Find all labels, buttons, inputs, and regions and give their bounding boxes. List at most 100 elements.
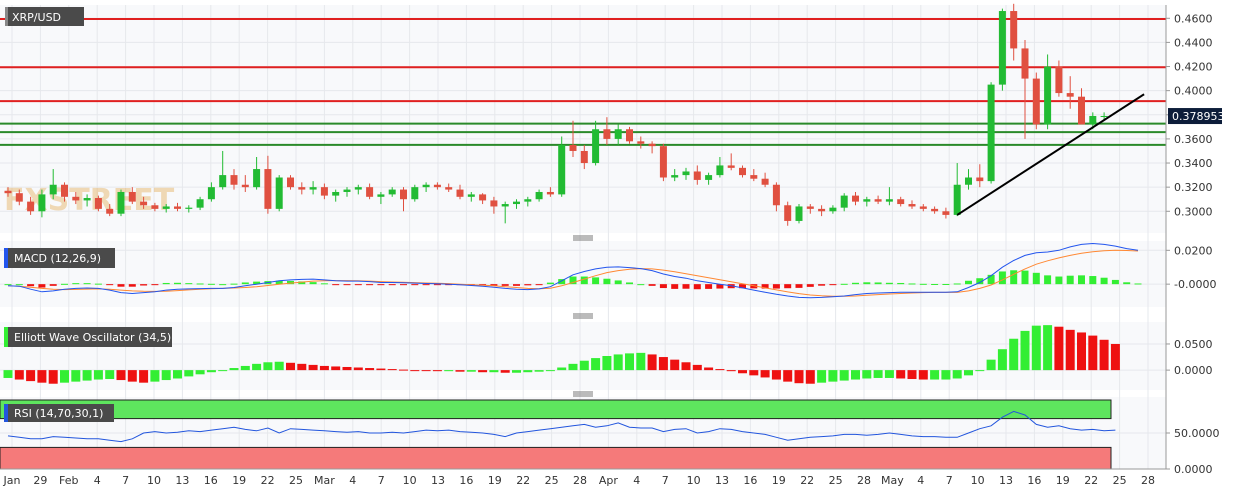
watermark: FXSTREET	[4, 183, 175, 218]
macd-hist-bar	[72, 283, 80, 285]
macd-hist-bar	[863, 282, 871, 285]
price-y-tick-label: 0.3600	[1174, 133, 1213, 146]
macd-hist-bar	[1021, 270, 1029, 285]
ewo-bar	[274, 361, 284, 371]
candle-body	[388, 189, 396, 195]
ewo-bar	[851, 370, 860, 380]
candle-body	[1055, 66, 1063, 94]
macd-hist-bar	[185, 283, 193, 285]
price-y-tick-label: 0.4600	[1174, 12, 1213, 25]
macd-hist-bar	[965, 280, 972, 285]
candle-body	[433, 184, 441, 188]
ewo-bar	[173, 370, 182, 379]
symbol-label[interactable]: XRP/USD	[5, 7, 84, 26]
ewo-bar	[918, 370, 928, 380]
candle-body	[637, 141, 645, 144]
candle-body	[128, 191, 136, 202]
macd-hist-bar	[908, 283, 916, 285]
ewo-bar	[884, 370, 894, 378]
macd-hist-bar	[388, 284, 396, 286]
macd-hist-bar	[942, 283, 950, 285]
x-tick-label: 29	[33, 474, 47, 487]
candle-body	[264, 169, 272, 209]
ewo-bar	[523, 370, 533, 373]
macd-hist-bar	[818, 284, 826, 286]
x-tick-label: 25	[545, 474, 559, 487]
ewo-bar	[986, 359, 996, 371]
macd-hist-bar	[671, 284, 679, 289]
ewo-bar	[14, 370, 24, 380]
x-tick-label: 4	[633, 474, 640, 487]
watermark-text: FXSTREET	[4, 183, 175, 218]
candles	[4, 3, 1108, 226]
macd-hist-bar	[772, 284, 780, 289]
macd-hist-bar	[919, 283, 927, 285]
candle-body	[852, 195, 859, 202]
x-tick-label: 22	[800, 474, 814, 487]
ewo-bar	[489, 370, 499, 373]
macd-hist-bar	[151, 284, 159, 286]
candle-body	[287, 177, 294, 188]
candle-body	[207, 187, 215, 200]
macd-hist-bar	[626, 282, 633, 285]
ewo-bar	[896, 370, 906, 379]
macd-hist-bar	[366, 284, 374, 286]
ewo-bar	[1088, 335, 1098, 371]
ewo-bar	[839, 370, 849, 381]
x-tick-label: 13	[175, 474, 189, 487]
candle-body	[230, 175, 238, 185]
rsi-y-tick-label: 0.0000	[1174, 463, 1213, 476]
macd-hist-bar	[1100, 277, 1108, 285]
macd-hist-bar	[479, 284, 487, 286]
macd-label[interactable]: MACD (12,26,9)	[4, 248, 115, 268]
ewo-bar	[647, 354, 657, 371]
last-price-tag: 0.378953	[1168, 108, 1225, 125]
candle-body	[320, 187, 328, 196]
macd-hist-bar	[309, 282, 317, 285]
candle-body	[1100, 115, 1108, 117]
macd-hist-bar	[795, 284, 803, 288]
macd-hist-bar	[1066, 275, 1074, 285]
x-tick-label: 22	[516, 474, 530, 487]
macd-hist-bar	[253, 281, 261, 285]
ewo-label[interactable]: Elliott Wave Oscillator (34,5)	[4, 327, 172, 347]
macd-hist-bar	[61, 283, 68, 285]
price-y-tick-label: 0.4200	[1174, 61, 1213, 74]
macd-hist-bar	[422, 284, 430, 286]
macd-hist-bar	[1089, 276, 1097, 285]
ewo-bar	[1065, 329, 1075, 371]
candle-body	[953, 184, 961, 215]
rsi-label[interactable]: RSI (14,70,30,1)	[4, 404, 114, 422]
candle-body	[976, 177, 984, 182]
x-tick-label: 4	[94, 474, 101, 487]
candle-body	[885, 199, 893, 202]
macd-hist-bar	[94, 283, 102, 285]
candle-body	[4, 190, 12, 194]
macd-hist-bar	[648, 284, 656, 286]
ewo-bar	[760, 370, 770, 378]
candle-body	[818, 208, 826, 212]
macd-label-text: MACD (12,26,9)	[14, 252, 101, 265]
x-tick-label: 7	[378, 474, 385, 487]
ewo-bar	[466, 370, 476, 372]
candle-body	[750, 175, 758, 179]
splitter-handles[interactable]	[573, 235, 593, 397]
ewo-bar	[455, 370, 465, 372]
candle-body	[185, 207, 193, 209]
ewo-bar	[681, 362, 691, 371]
ewo-bar	[286, 362, 295, 371]
macd-hist-bar	[637, 284, 645, 286]
ewo-label-text: Elliott Wave Oscillator (34,5)	[14, 331, 171, 344]
candle-body	[1089, 115, 1097, 125]
candle-body	[558, 144, 566, 195]
macd-hist-bar	[501, 284, 509, 286]
macd-hist-bar	[106, 284, 114, 286]
macd-hist-bar	[513, 284, 520, 286]
ewo-bar	[964, 370, 973, 376]
candle-body	[965, 177, 972, 185]
candle-body	[49, 184, 57, 195]
macd-hist-bar	[580, 276, 588, 285]
rsi-oversold-zone	[0, 446, 1112, 470]
candle-body	[72, 196, 80, 201]
